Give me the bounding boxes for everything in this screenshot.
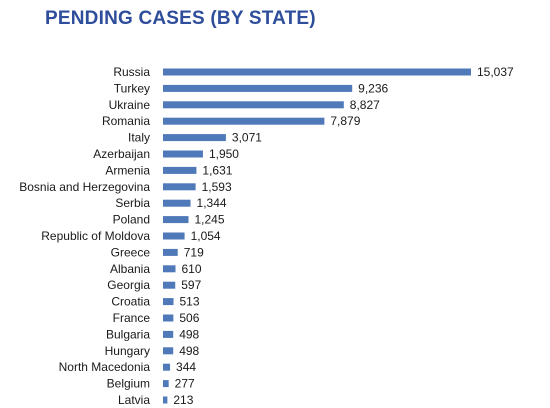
value-label: 344 (176, 360, 196, 374)
category-label: Italy (128, 131, 150, 145)
bar-romania (163, 117, 325, 125)
bar-serbia (163, 199, 191, 207)
chart-title: PENDING CASES (BY STATE) (45, 8, 316, 29)
bar-russia (163, 68, 471, 76)
category-label: Greece (111, 245, 151, 259)
value-label: 719 (184, 245, 204, 259)
value-label: 1,344 (197, 196, 227, 210)
bar-hungary (163, 347, 174, 355)
bar-greece (163, 248, 178, 256)
bar-italy (163, 134, 226, 142)
value-label: 1,631 (202, 163, 232, 177)
bar-bulgaria (163, 330, 174, 338)
bar-georgia (163, 281, 176, 289)
category-label: Armenia (105, 163, 150, 177)
category-label: Ukraine (109, 98, 151, 112)
value-label: 513 (180, 295, 200, 309)
bar-bosnia-and-herzegovina (163, 183, 196, 191)
value-label: 597 (181, 278, 201, 292)
category-label: Turkey (114, 81, 150, 95)
category-label: Croatia (111, 295, 150, 309)
value-label: 3,071 (232, 131, 262, 145)
bar-poland (163, 216, 189, 224)
value-label: 1,245 (195, 213, 225, 227)
value-label: 213 (173, 393, 193, 407)
bar-croatia (163, 298, 174, 306)
value-label: 610 (181, 262, 201, 276)
bar-france (163, 314, 174, 322)
category-label: France (113, 311, 151, 325)
bar-north-macedonia (163, 363, 171, 371)
category-label: Azerbaijan (93, 147, 150, 161)
bar-republic-of-moldova (163, 232, 185, 240)
bar-latvia (163, 396, 168, 404)
category-label: Hungary (105, 344, 150, 358)
bar-azerbaijan (163, 150, 203, 158)
category-label: Republic of Moldova (41, 229, 150, 243)
category-label: Poland (113, 213, 150, 227)
value-label: 1,054 (191, 229, 221, 243)
bar-turkey (163, 84, 353, 92)
category-label: Bulgaria (106, 327, 150, 341)
bar-ukraine (163, 101, 344, 109)
category-label: Serbia (115, 196, 150, 210)
value-label: 1,950 (209, 147, 239, 161)
category-label: Belgium (107, 377, 150, 391)
value-label: 498 (179, 327, 199, 341)
category-label: Albania (110, 262, 150, 276)
value-label: 277 (175, 377, 195, 391)
value-label: 7,879 (330, 114, 360, 128)
category-label: Georgia (107, 278, 150, 292)
bar-belgium (163, 380, 169, 388)
bar-armenia (163, 166, 197, 174)
value-label: 498 (179, 344, 199, 358)
value-label: 1,593 (202, 180, 232, 194)
category-label: Bosnia and Herzegovina (19, 180, 150, 194)
value-label: 8,827 (350, 98, 380, 112)
value-label: 9,236 (358, 81, 388, 95)
category-label: Russia (113, 65, 150, 79)
category-label: Romania (102, 114, 150, 128)
bar-albania (163, 265, 176, 273)
value-label: 15,037 (477, 65, 514, 79)
value-label: 506 (179, 311, 199, 325)
category-label: North Macedonia (59, 360, 151, 374)
category-label: Latvia (118, 393, 150, 407)
